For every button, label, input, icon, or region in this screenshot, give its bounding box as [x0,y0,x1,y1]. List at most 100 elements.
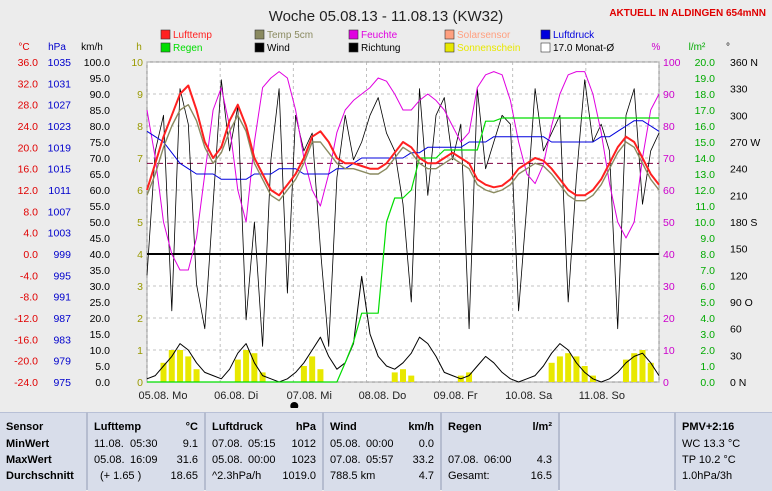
y-tick-rain: 3.0 [700,329,715,341]
y-tick-press: 987 [53,313,71,325]
y-tick-wind: 95.0 [90,73,111,85]
lufttemp-max-value: 31.6 [176,454,198,466]
y-tick-temp: -20.0 [14,356,38,368]
wind-min-time: 00:00 [366,438,394,450]
wind-max-time: 05:57 [366,454,394,466]
legend-swatch [160,42,171,53]
y-tick-rain: 2.0 [700,345,715,357]
chart-title: Woche 05.08.13 - 11.08.13 (KW32) [269,8,504,25]
luftdruck-avg-value: 1019.0 [282,470,316,482]
y-tick-dir: 150 [730,244,748,256]
y-tick-temp: 8.0 [23,206,38,218]
y-tick-press: 1023 [48,121,72,133]
wind-min-value: 0.0 [418,438,434,450]
y-tick-rain: 10.0 [695,217,716,229]
y-tick-press: 1015 [48,164,72,176]
y-tick-press: 1027 [48,100,72,112]
sunshine-bar [193,369,200,382]
axis-unit-dir: ° [726,42,730,53]
legend-swatch [444,29,455,40]
lufttemp-max-time: 16:09 [130,454,158,466]
lufttemp-trend: (+ 1.65 ) [100,470,142,482]
y-tick-press: 1019 [48,142,72,154]
y-tick-sun: 6 [137,185,143,197]
y-tick-sun: 1 [137,345,143,357]
sunshine-bar [168,350,175,382]
lufttemp-header: Lufttemp [94,421,142,433]
y-tick-hum: 20 [663,313,675,325]
series-line-luftdruck [146,120,660,180]
y-tick-wind: 15.0 [90,329,111,341]
axis-unit-wind: km/h [81,42,103,53]
y-tick-wind: 25.0 [90,297,111,309]
legend-label: Lufttemp [173,30,212,41]
y-tick-wind: 50.0 [90,217,111,229]
y-tick-temp: -24.0 [14,377,38,389]
luftdruck-max-date: 05.08. [212,454,243,466]
y-tick-hum: 10 [663,345,675,357]
y-tick-press: 1035 [48,57,72,69]
y-tick-press: 991 [53,292,71,304]
panel-empty [560,412,674,491]
x-tick-label: 07.08. Mi [287,390,332,402]
wind-min-date: 05.08. [330,438,361,450]
y-tick-dir: 90 O [730,297,753,309]
sunshine-bar [548,362,555,382]
sensor-header: Sensor [6,421,44,433]
sunshine-bar [556,356,563,382]
y-tick-wind: 5.0 [95,361,110,373]
y-tick-wind: 55.0 [90,201,111,213]
regen-max-value: 4.3 [536,454,552,466]
y-tick-rain: 17.0 [695,105,716,117]
y-tick-hum: 60 [663,185,675,197]
pmv-dewpoint: TP 10.2 °C [682,454,736,466]
legend-label: Feuchte [361,30,398,41]
series-line-lufttemp [146,84,660,197]
y-tick-wind: 90.0 [90,89,111,101]
regen-max-date: 07.08. [448,454,479,466]
y-tick-dir: 210 [730,190,748,202]
regen-max-time: 06:00 [484,454,512,466]
wind-max-value: 33.2 [412,454,434,466]
y-tick-temp: -4.0 [20,270,38,282]
legend-label: Temp 5cm [267,30,313,41]
y-tick-dir: 60 [730,324,742,336]
y-tick-rain: 6.0 [700,281,715,293]
sunshine-bar [573,356,580,382]
y-tick-rain: 19.0 [695,73,716,85]
y-tick-sun: 5 [137,217,143,229]
y-tick-hum: 30 [663,281,675,293]
series-line-feuchte [146,71,660,271]
y-tick-wind: 70.0 [90,153,111,165]
divider [322,412,324,490]
legend-label: Luftdruck [553,30,595,41]
x-tick-label: 10.08. Sa [505,390,553,402]
y-tick-sun: 2 [137,313,143,325]
y-tick-press: 975 [53,377,71,389]
lufttemp-unit: °C [185,421,198,433]
y-tick-hum: 50 [663,217,675,229]
x-tick-label: 05.08. Mo [139,390,188,402]
sunshine-bar [408,375,415,382]
current-time-marker [290,402,299,408]
y-tick-dir: 30 [730,350,742,362]
series-line-richtung [146,79,660,347]
pmv-header: PMV+2:16 [682,421,735,433]
legend-swatch [160,29,171,40]
axis-unit-temp: °C [18,42,29,53]
luftdruck-max-time: 00:00 [248,454,276,466]
luftdruck-min-time: 05:15 [248,438,276,450]
y-tick-rain: 4.0 [700,313,715,325]
lufttemp-min-time: 05:30 [130,438,158,450]
regen-header: Regen [448,421,482,433]
y-tick-sun: 3 [137,281,143,293]
pmv-windchill: WC 13.3 °C [682,438,741,450]
legend-swatch [540,29,551,40]
y-tick-sun: 7 [137,153,143,165]
y-tick-wind: 100.0 [84,57,110,69]
sunshine-bar [647,362,654,382]
pmv-pressure-rate: 1.0hPa/3h [682,470,733,482]
y-tick-sun: 9 [137,89,143,101]
axis-unit-press: hPa [48,42,66,53]
luftdruck-unit: hPa [295,421,316,433]
